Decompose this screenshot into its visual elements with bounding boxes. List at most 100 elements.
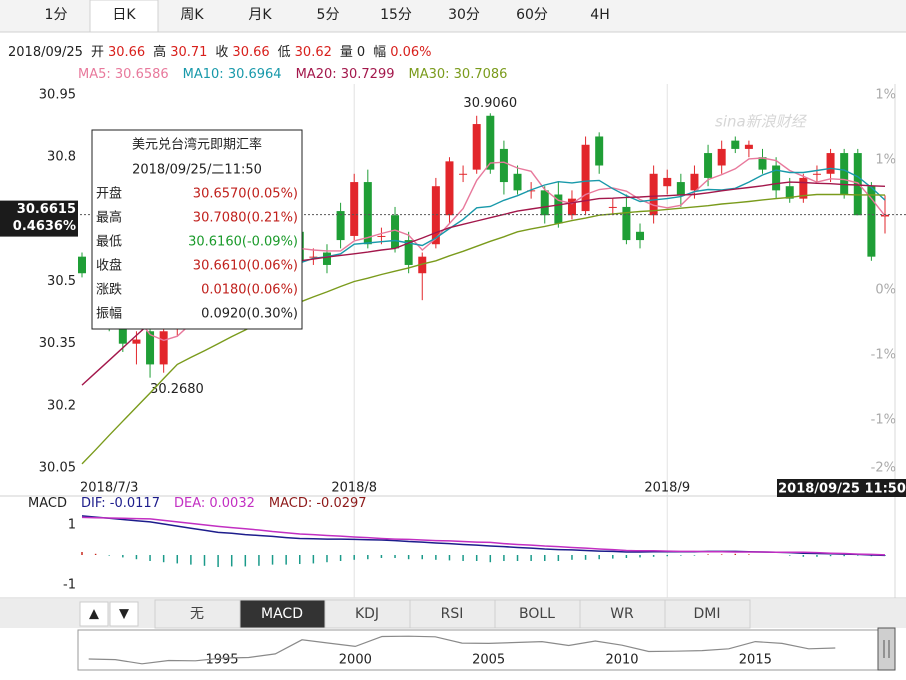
- indicator-tab-label[interactable]: MACD: [261, 606, 303, 622]
- indicator-tab[interactable]: RSI: [409, 599, 496, 629]
- tooltip-label: 最低: [96, 235, 122, 250]
- tab[interactable]: 5分: [294, 0, 362, 32]
- tooltip-label: 涨跌: [96, 282, 122, 298]
- tab[interactable]: 月K: [226, 0, 294, 32]
- ma-line: [81, 193, 886, 465]
- tab-label[interactable]: 月K: [248, 7, 272, 23]
- candle-body: [377, 235, 386, 237]
- indicator-tab[interactable]: WR: [579, 599, 666, 629]
- indicator-tab-label[interactable]: BOLL: [519, 606, 555, 622]
- navigator-line: [88, 635, 836, 665]
- candle-body: [118, 322, 127, 344]
- candle-body: [690, 173, 699, 191]
- arrow-button[interactable]: ▲: [79, 601, 109, 627]
- quote-label: 开: [91, 45, 104, 60]
- quote-value: 0: [357, 45, 365, 60]
- candle-body: [676, 182, 685, 195]
- candle-body: [363, 182, 372, 245]
- indicator-tab-label[interactable]: DMI: [694, 606, 721, 622]
- legend-entry: DEA: 0.0032: [174, 496, 255, 511]
- y2-tick-label: -2%: [871, 461, 896, 476]
- tooltip-value: 30.7080(0.21%): [193, 211, 298, 226]
- tooltip-value: 30.6570(0.05%): [193, 187, 298, 202]
- candle-body: [812, 173, 821, 175]
- indicator-tab[interactable]: MACD: [239, 599, 326, 629]
- quote-label: 低: [278, 45, 291, 60]
- y-tick-label: 1: [68, 517, 76, 532]
- tab-label[interactable]: 日K: [112, 7, 136, 23]
- indicator-tab-bg[interactable]: [664, 599, 751, 629]
- tooltip-label: 开盘: [96, 186, 122, 202]
- tab-label[interactable]: 5分: [317, 7, 340, 23]
- tab-bg[interactable]: [89, 0, 159, 33]
- tab-label[interactable]: 周K: [180, 7, 204, 23]
- macd-label: MACD: [28, 496, 67, 511]
- quote-value: 30.66: [232, 45, 269, 60]
- indicator-tab-label[interactable]: 无: [190, 606, 204, 622]
- tab[interactable]: 周K: [158, 0, 226, 32]
- tab[interactable]: 15分: [362, 0, 430, 32]
- candle-body: [772, 165, 781, 191]
- candle-body: [445, 161, 454, 216]
- tab[interactable]: 日K: [89, 0, 159, 33]
- candle-body: [527, 190, 536, 192]
- min-label: 30.2680: [150, 382, 204, 397]
- candle-body: [132, 339, 141, 344]
- indicator-tab-label[interactable]: WR: [610, 606, 634, 622]
- crosshair-date: 2018/09/25 11:50: [778, 482, 906, 497]
- candle-body: [472, 124, 481, 170]
- candle-body: [404, 240, 413, 265]
- quote-value: 0.06%: [390, 45, 431, 60]
- x-tick-label: 2018/9: [644, 481, 690, 496]
- candle-body: [431, 186, 440, 245]
- tooltip-label: 振幅: [96, 307, 122, 322]
- tab-label[interactable]: 60分: [516, 7, 548, 23]
- tab-label[interactable]: 15分: [380, 7, 412, 23]
- macd-legend: MACD DIF: -0.0117 DEA: 0.0032 MACD: -0.0297: [28, 496, 367, 511]
- indicator-tab-label[interactable]: KDJ: [355, 606, 379, 622]
- arrow-icon[interactable]: ▼: [119, 607, 129, 622]
- tab[interactable]: 60分: [498, 0, 566, 32]
- candle-body: [336, 211, 345, 241]
- candle-body: [146, 331, 155, 365]
- crosshair-label-bg: [0, 200, 78, 237]
- tab-label[interactable]: 4H: [590, 7, 609, 23]
- quote-value: 30.66: [108, 45, 145, 60]
- crosshair-value: 30.6615: [17, 202, 76, 217]
- candle-body: [717, 148, 726, 166]
- indicator-tab-bg[interactable]: [154, 599, 241, 629]
- arrow-bg[interactable]: [109, 601, 139, 627]
- tooltip-title: 美元兑台湾元即期汇率: [132, 137, 262, 153]
- macd-line: [81, 516, 886, 556]
- y-tick-label: 30.35: [39, 336, 76, 351]
- quote-value: 30.62: [295, 45, 332, 60]
- tab-label[interactable]: 1分: [45, 7, 68, 23]
- indicator-tab[interactable]: KDJ: [324, 599, 411, 629]
- candle-body: [309, 256, 318, 258]
- indicator-tab[interactable]: 无: [154, 599, 241, 629]
- quote-label: 幅: [373, 45, 386, 60]
- arrow-icon[interactable]: ▲: [89, 607, 99, 622]
- indicator-tab-label[interactable]: RSI: [441, 606, 464, 622]
- candle-body: [567, 198, 576, 216]
- legend-entry: MA5: 30.6586: [78, 67, 169, 82]
- tab-label[interactable]: 30分: [448, 7, 480, 23]
- candle-body: [554, 194, 563, 224]
- candle-body: [649, 173, 658, 216]
- arrow-bg[interactable]: [79, 601, 109, 627]
- tab[interactable]: 4H: [566, 0, 634, 32]
- candle-body: [663, 177, 672, 187]
- quote-label: 高: [153, 44, 166, 60]
- arrow-button[interactable]: ▼: [109, 601, 139, 627]
- candle-body: [704, 153, 713, 178]
- tab[interactable]: 30分: [430, 0, 498, 32]
- tab[interactable]: 1分: [22, 0, 90, 32]
- legend-entry: DIF: -0.0117: [81, 496, 160, 511]
- indicator-tab[interactable]: BOLL: [494, 599, 581, 629]
- tooltip-label: 收盘: [96, 258, 122, 274]
- navigator-handle[interactable]: [877, 627, 896, 671]
- indicator-tab[interactable]: DMI: [664, 599, 751, 629]
- legend-entry: MA10: 30.6964: [183, 67, 282, 82]
- y-tick-label: 30.5: [47, 274, 76, 289]
